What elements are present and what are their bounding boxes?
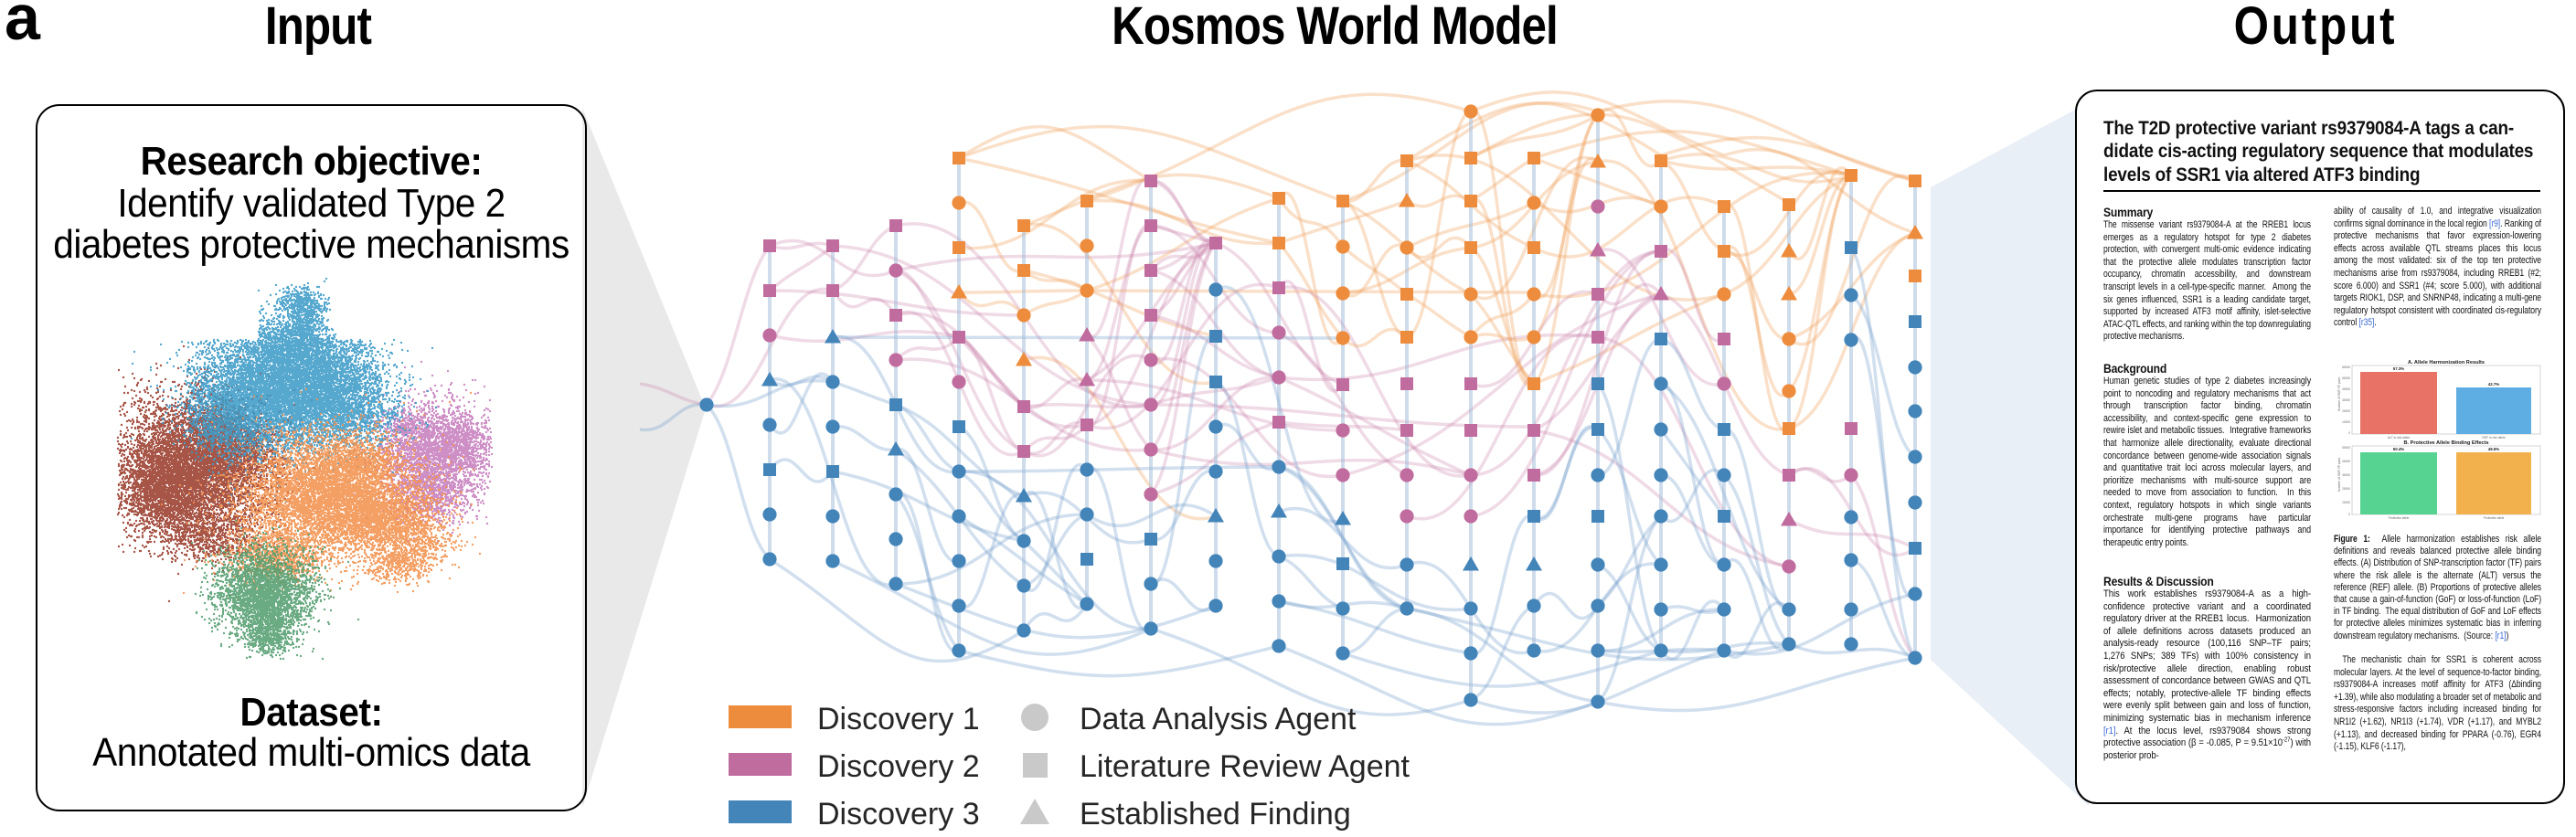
svg-text:30000: 30000 <box>2342 473 2350 477</box>
svg-text:Number of SNP-TF pairs: Number of SNP-TF pairs <box>2337 457 2341 492</box>
svg-text:Number of SNP-TF pairs: Number of SNP-TF pairs <box>2337 376 2341 411</box>
svg-text:ALT is risk allele: ALT is risk allele <box>2388 436 2410 440</box>
svg-text:40000: 40000 <box>2342 387 2350 391</box>
svg-text:30000: 30000 <box>2342 398 2350 402</box>
svg-text:Protective allele: Protective allele <box>2484 516 2505 520</box>
svg-text:B. Protective Allele Binding E: B. Protective Allele Binding Effects <box>2403 440 2488 446</box>
svg-text:REF is risk allele: REF is risk allele <box>2482 436 2505 440</box>
svg-text:50000: 50000 <box>2342 376 2350 380</box>
svg-text:Protective allele: Protective allele <box>2389 516 2410 520</box>
svg-text:57.3%: 57.3% <box>2393 366 2405 371</box>
svg-text:49.6%: 49.6% <box>2488 447 2500 451</box>
svg-text:50.4%: 50.4% <box>2393 447 2405 451</box>
svg-text:60000: 60000 <box>2342 366 2350 369</box>
svg-text:0: 0 <box>2348 513 2350 516</box>
svg-text:20000: 20000 <box>2342 487 2350 491</box>
svg-text:42.7%: 42.7% <box>2488 382 2500 387</box>
svg-text:10000: 10000 <box>2342 420 2350 424</box>
svg-text:10000: 10000 <box>2342 501 2350 504</box>
svg-text:20000: 20000 <box>2342 409 2350 413</box>
svg-text:50000: 50000 <box>2342 446 2350 450</box>
svg-text:40000: 40000 <box>2342 460 2350 463</box>
svg-text:0: 0 <box>2348 431 2350 435</box>
svg-text:A. Allele Harmonization Result: A. Allele Harmonization Results <box>2408 360 2485 366</box>
